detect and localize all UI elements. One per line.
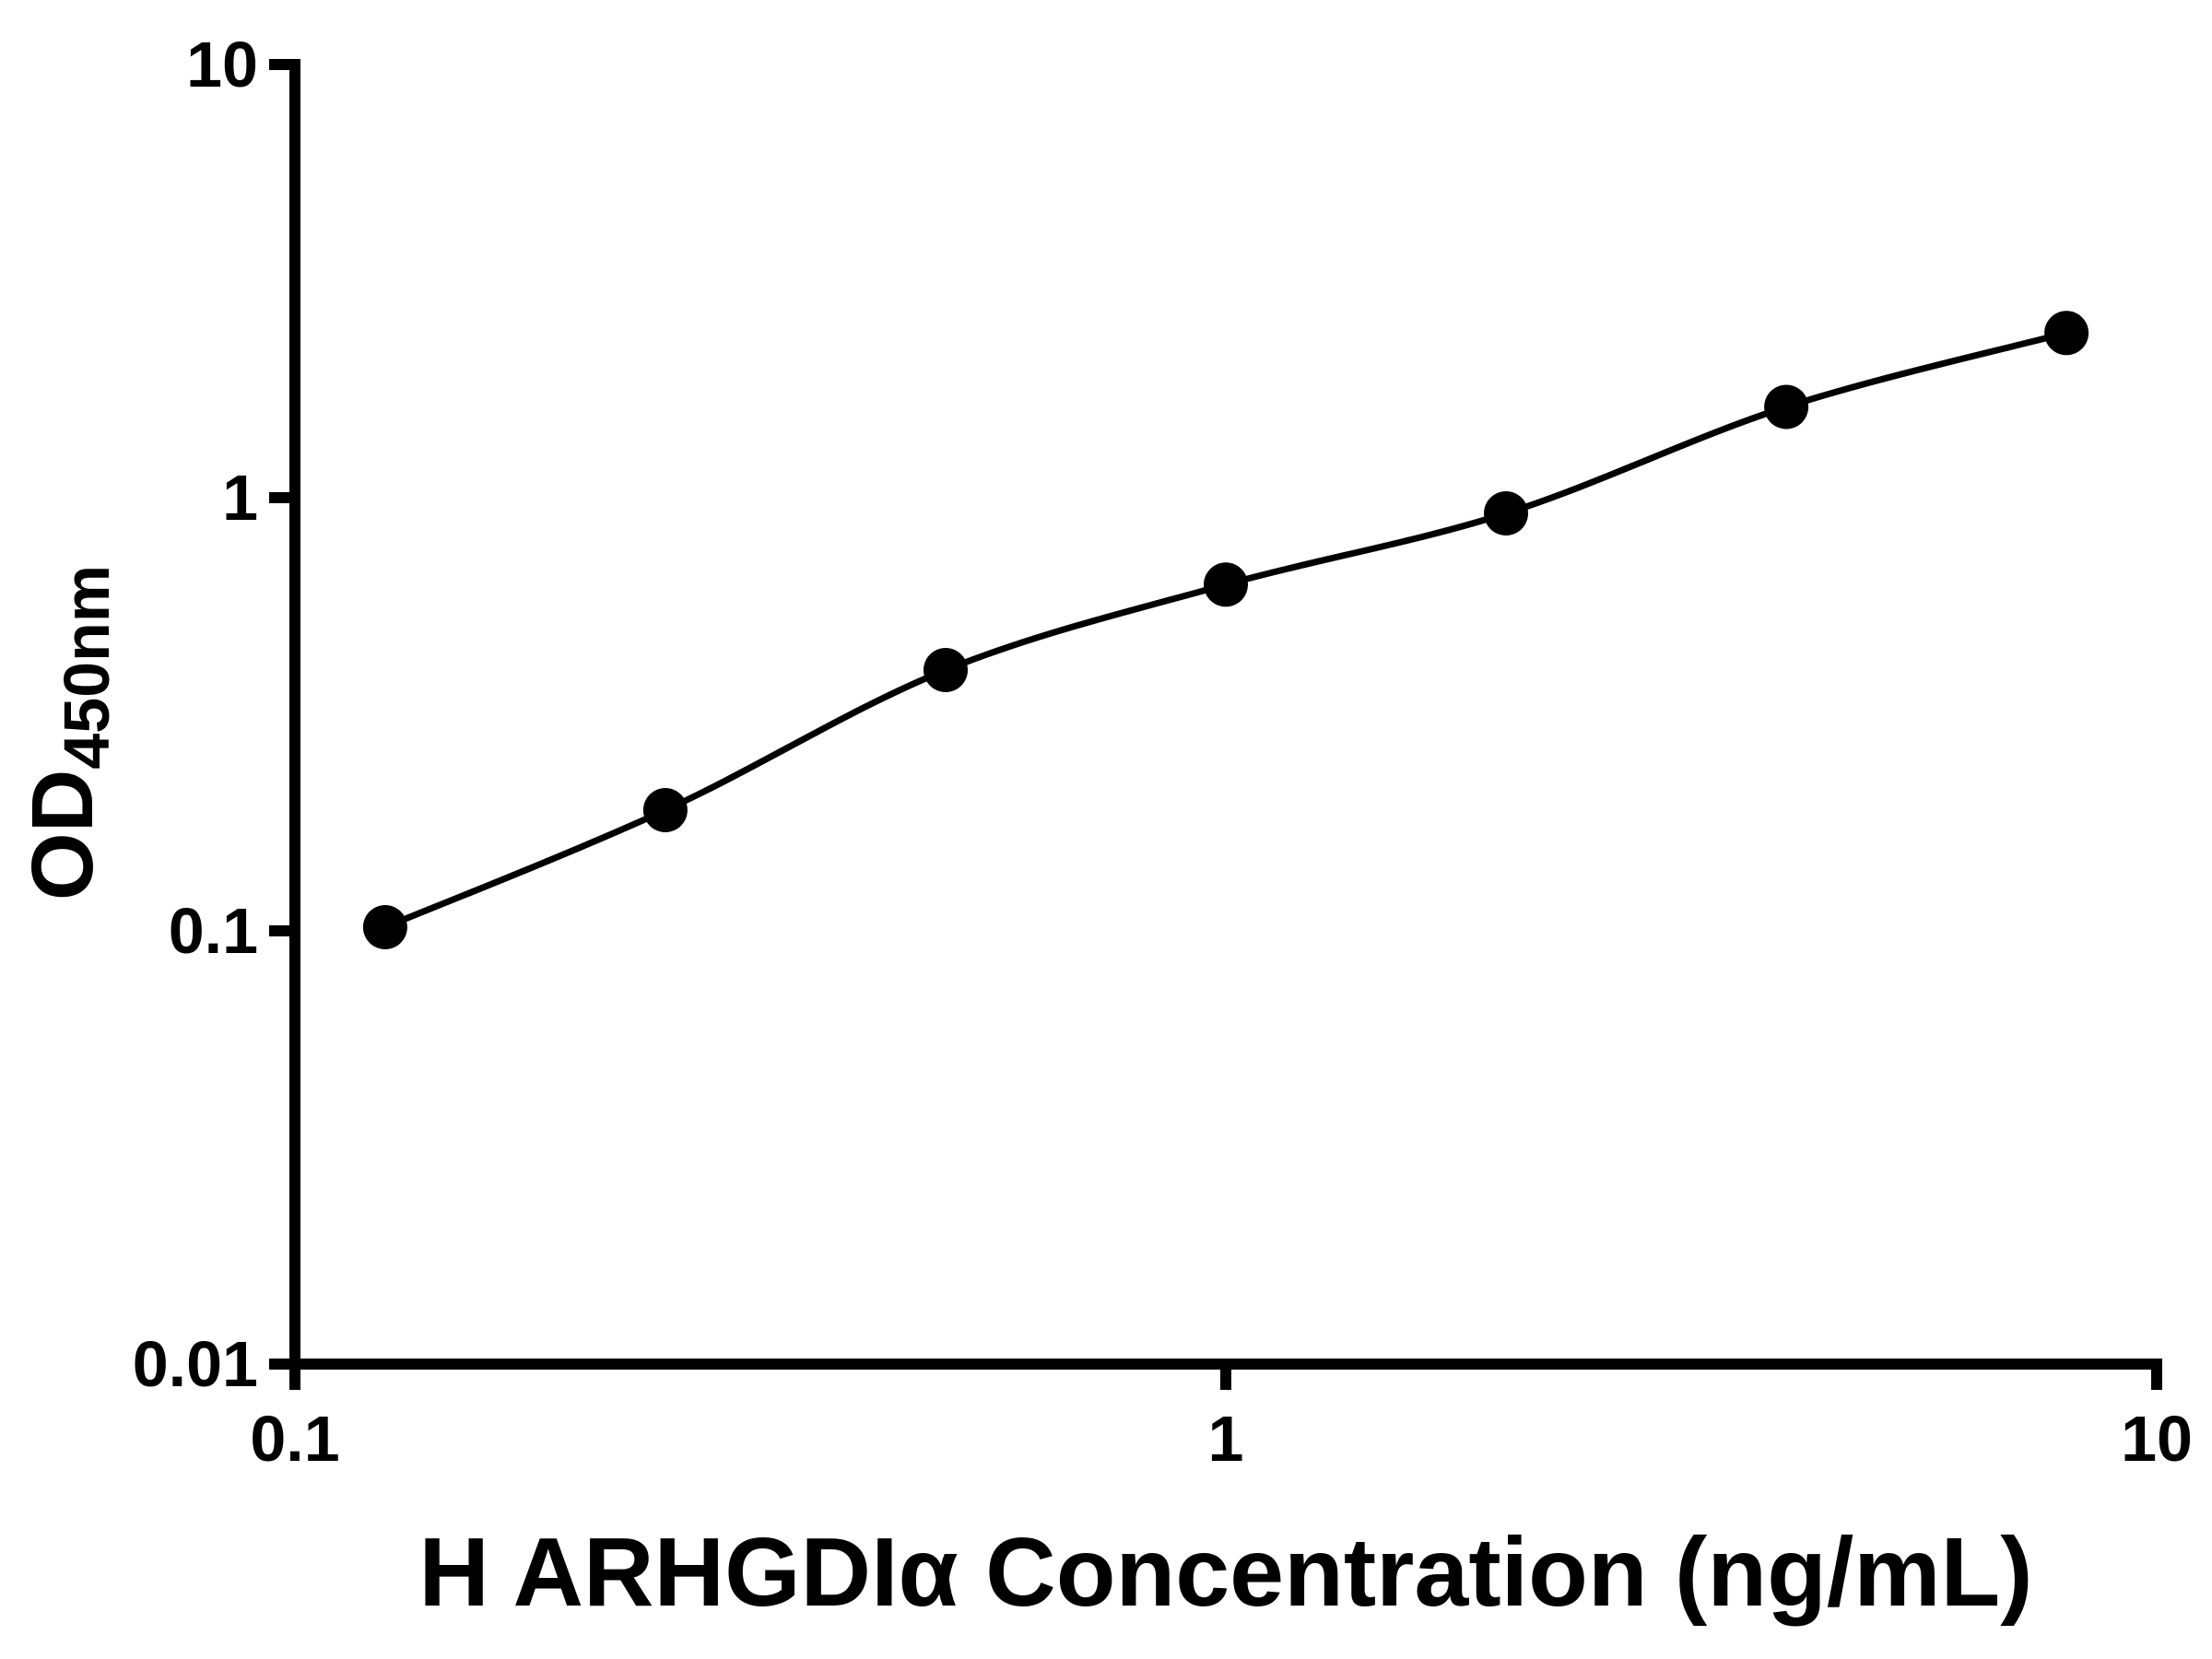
x-tick-label: 10	[2121, 1403, 2193, 1475]
y-tick-label: 1	[222, 462, 258, 534]
y-tick-label: 0.1	[169, 895, 258, 967]
data-point	[642, 788, 688, 832]
y-tick-label: 0.01	[133, 1328, 258, 1400]
x-tick-label: 0.1	[250, 1403, 339, 1475]
y-axis-label-base: OD	[14, 770, 112, 901]
data-point	[1204, 562, 1248, 607]
x-axis-label: H ARHGDIα Concentration (ng/mL)	[418, 1518, 2032, 1627]
data-point	[362, 905, 407, 949]
data-point	[1764, 384, 1809, 429]
y-tick-label: 10	[186, 29, 258, 100]
x-tick-label: 1	[1208, 1403, 1244, 1475]
data-point	[2044, 311, 2089, 356]
data-point	[924, 648, 968, 692]
data-point	[1484, 491, 1528, 535]
fit-curve	[382, 329, 2070, 931]
y-axis-label-subscript: 450nm	[51, 565, 123, 770]
y-axis-label: OD450nm	[14, 565, 123, 900]
